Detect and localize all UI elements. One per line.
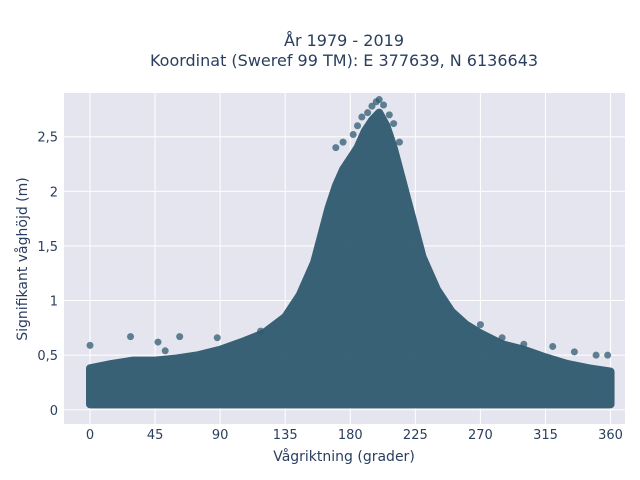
data-point (161, 347, 169, 355)
data-point (339, 138, 347, 146)
data-point (570, 348, 578, 356)
data-point (368, 102, 376, 110)
data-point (213, 334, 221, 342)
data-point (364, 109, 372, 117)
data-point (385, 111, 393, 119)
x-tick-label: 90 (212, 428, 229, 443)
chart-title-line1: År 1979 - 2019 (284, 31, 404, 50)
data-point (549, 342, 557, 350)
x-tick-label: 225 (403, 428, 428, 443)
x-axis-ticks: 0 45 90 135 180 225 270 315 360 (86, 428, 623, 443)
x-tick-label: 270 (468, 428, 493, 443)
x-axis-label: Vågriktning (grader) (273, 448, 415, 465)
chart-title-line2: Koordinat (Sweref 99 TM): E 377639, N 61… (150, 51, 538, 70)
y-axis-label: Signifikant våghöjd (m) (14, 177, 31, 340)
y-tick-label: 1,5 (37, 240, 58, 255)
y-tick-label: 1 (50, 295, 58, 310)
data-point (390, 120, 398, 128)
data-points (86, 96, 612, 359)
data-point (176, 333, 184, 341)
x-tick-label: 315 (533, 428, 558, 443)
x-tick-label: 45 (147, 428, 164, 443)
y-tick-label: 2 (50, 185, 58, 200)
data-point (520, 340, 528, 348)
y-tick-label: 2,5 (37, 131, 58, 146)
data-point (592, 351, 600, 359)
x-tick-label: 135 (273, 428, 298, 443)
data-point (354, 122, 362, 130)
data-point (127, 333, 135, 341)
data-point (395, 138, 403, 146)
y-axis-ticks: 0 0,5 1 1,5 2 2,5 (37, 131, 58, 419)
data-point (349, 131, 357, 139)
data-cloud-area (86, 108, 615, 409)
y-tick-label: 0 (50, 404, 58, 419)
data-point (332, 144, 340, 152)
x-tick-label: 360 (598, 428, 623, 443)
data-point (498, 334, 506, 342)
data-point (604, 351, 612, 359)
data-point (257, 327, 265, 335)
data-point (375, 96, 383, 104)
y-tick-label: 0,5 (37, 349, 58, 364)
x-tick-label: 180 (338, 428, 363, 443)
data-cloud (86, 108, 615, 409)
data-point (358, 113, 366, 121)
data-point (154, 338, 162, 346)
data-point (380, 101, 388, 109)
data-point (476, 321, 484, 329)
x-tick-label: 0 (86, 428, 94, 443)
data-point (86, 341, 94, 349)
